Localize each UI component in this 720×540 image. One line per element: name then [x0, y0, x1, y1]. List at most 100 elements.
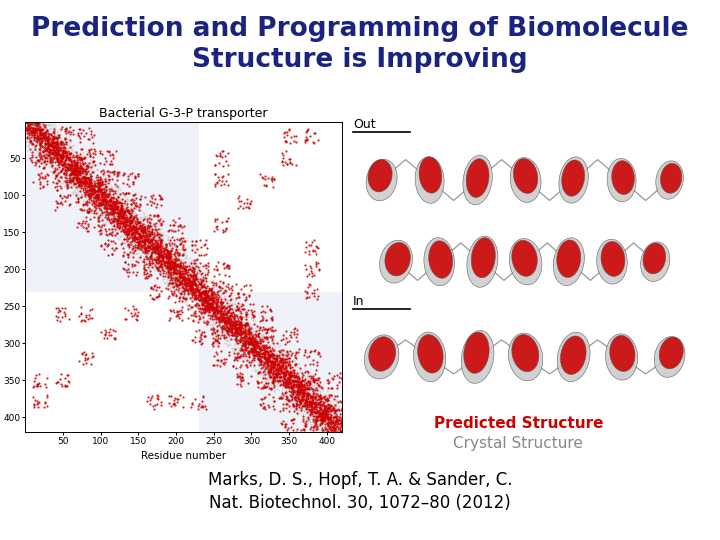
Point: [38, 403, 50, 411]
Point: [252, 355, 264, 363]
Point: [166, 260, 177, 268]
Point: [57, 152, 68, 160]
Point: [130, 240, 142, 249]
Point: [288, 366, 300, 374]
Point: [171, 281, 183, 290]
Point: [171, 285, 182, 293]
Point: [55, 178, 67, 187]
Point: [173, 284, 184, 292]
Point: [133, 246, 145, 254]
Point: [323, 414, 334, 422]
Point: [240, 344, 251, 353]
Point: [269, 363, 280, 372]
Point: [110, 193, 122, 202]
Point: [205, 299, 217, 308]
Point: [188, 269, 199, 278]
Point: [194, 291, 206, 299]
Point: [114, 205, 125, 214]
Point: [194, 293, 205, 301]
Point: [88, 193, 99, 201]
Point: [32, 118, 43, 126]
Point: [133, 214, 145, 222]
Point: [279, 370, 290, 379]
Point: [142, 223, 153, 232]
Point: [76, 144, 88, 153]
Point: [300, 264, 312, 273]
Point: [215, 325, 227, 333]
Point: [280, 367, 292, 376]
Point: [321, 397, 333, 406]
Point: [263, 348, 274, 357]
Point: [156, 231, 167, 239]
Point: [188, 264, 199, 272]
Point: [50, 145, 61, 153]
Point: [138, 269, 150, 278]
Point: [324, 413, 336, 422]
Point: [320, 401, 332, 410]
Point: [158, 255, 169, 264]
Point: [60, 171, 72, 180]
Point: [109, 198, 121, 206]
Point: [302, 377, 314, 386]
Point: [93, 185, 104, 193]
Point: [25, 130, 37, 138]
Point: [199, 307, 210, 316]
Point: [232, 302, 243, 310]
Point: [212, 307, 223, 316]
Point: [271, 356, 282, 364]
Point: [106, 218, 117, 227]
Point: [91, 194, 103, 202]
Point: [120, 230, 131, 238]
Point: [216, 318, 228, 326]
Point: [112, 202, 123, 211]
Point: [181, 270, 193, 279]
Point: [76, 177, 87, 186]
Point: [307, 246, 318, 255]
Point: [192, 273, 203, 282]
Point: [109, 231, 121, 239]
Point: [334, 416, 346, 425]
Point: [75, 163, 86, 172]
Point: [195, 273, 207, 282]
Point: [131, 227, 143, 235]
Point: [73, 168, 85, 177]
Point: [20, 127, 32, 136]
Point: [153, 283, 164, 292]
Point: [152, 244, 163, 252]
Point: [28, 381, 40, 390]
Point: [334, 419, 346, 428]
Point: [147, 225, 158, 234]
Point: [60, 124, 72, 132]
Point: [325, 418, 337, 427]
Point: [207, 302, 218, 311]
Point: [115, 211, 127, 220]
Point: [204, 286, 215, 295]
Point: [130, 215, 142, 224]
Point: [212, 179, 223, 187]
Point: [77, 200, 89, 208]
Point: [196, 281, 207, 289]
Point: [190, 288, 202, 296]
Point: [186, 271, 198, 279]
Point: [64, 176, 76, 185]
Point: [245, 199, 256, 207]
Point: [211, 305, 222, 313]
Point: [115, 201, 127, 210]
Point: [167, 265, 179, 273]
Point: [258, 342, 269, 351]
Point: [246, 338, 257, 347]
Point: [315, 420, 326, 428]
Point: [262, 332, 274, 340]
Point: [211, 361, 222, 369]
Point: [312, 135, 324, 144]
Point: [241, 315, 253, 324]
Point: [84, 314, 96, 323]
Point: [31, 134, 42, 143]
Point: [148, 404, 160, 413]
Point: [199, 291, 211, 299]
Point: [317, 415, 328, 424]
Point: [240, 360, 252, 369]
Point: [153, 247, 164, 256]
Point: [201, 293, 212, 302]
Point: [127, 198, 139, 206]
